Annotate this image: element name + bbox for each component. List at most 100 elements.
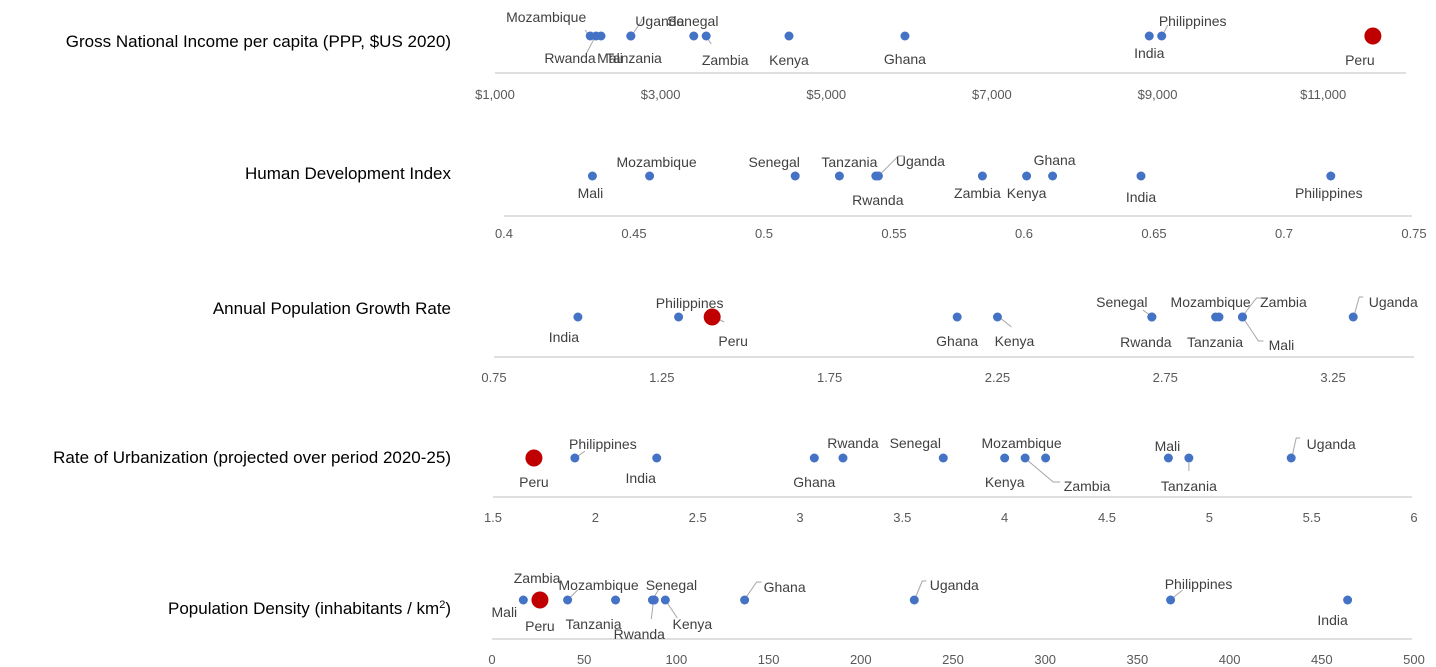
x-tick-label: 0 bbox=[488, 652, 495, 667]
data-point-uganda bbox=[1348, 312, 1358, 322]
x-tick-label: 0.5 bbox=[755, 226, 773, 241]
data-point-philippines bbox=[674, 312, 684, 322]
x-tick-label: $1,000 bbox=[475, 87, 515, 102]
x-tick-label: 2.75 bbox=[1153, 370, 1178, 385]
point-label-rwanda: Rwanda bbox=[544, 50, 596, 66]
data-point-zambia bbox=[701, 31, 711, 41]
chart-panel-1: Gross National Income per capita (PPP, $… bbox=[66, 9, 1406, 102]
point-label-zambia: Zambia bbox=[702, 52, 749, 68]
data-point-mozambique bbox=[1041, 453, 1051, 463]
leader-line bbox=[632, 16, 644, 35]
x-tick-label: 250 bbox=[942, 652, 964, 667]
chart-panel-5: Population Density (inhabitants / km2) 0 5… bbox=[168, 570, 1425, 667]
row-title-text: Gross National Income per capita (PPP, $… bbox=[66, 32, 451, 51]
leader-line bbox=[1001, 318, 1012, 328]
point-label-rwanda: Rwanda bbox=[1120, 334, 1172, 350]
point-label-senegal: Senegal bbox=[667, 13, 718, 29]
leader-line bbox=[745, 581, 762, 599]
point-label-rwanda: Rwanda bbox=[614, 626, 666, 642]
x-tick-label: 0.45 bbox=[621, 226, 646, 241]
leader-line bbox=[666, 602, 678, 619]
data-point-tanzania bbox=[626, 31, 636, 41]
row-title-text: Human Development Index bbox=[245, 164, 452, 183]
leader-line bbox=[1026, 459, 1061, 483]
data-point-zambia bbox=[1020, 453, 1030, 463]
data-point-uganda bbox=[873, 171, 883, 181]
point-label-senegal: Senegal bbox=[1096, 294, 1147, 310]
point-label-rwanda: Rwanda bbox=[827, 435, 879, 451]
data-point-philippines bbox=[570, 453, 580, 463]
leader-line bbox=[569, 589, 578, 599]
point-label-zambia: Zambia bbox=[954, 185, 1001, 201]
row-title-text: Population Density (inhabitants / km bbox=[168, 599, 439, 618]
leader-line bbox=[1353, 296, 1364, 316]
x-tick-label: 0.7 bbox=[1275, 226, 1293, 241]
x-tick-label: 200 bbox=[850, 652, 872, 667]
x-tick-label: $9,000 bbox=[1138, 87, 1178, 102]
data-point-kenya bbox=[992, 312, 1002, 322]
point-label-kenya: Kenya bbox=[672, 616, 712, 632]
data-point-mali bbox=[587, 171, 597, 181]
point-label-peru: Peru bbox=[525, 618, 555, 634]
x-tick-label: $5,000 bbox=[806, 87, 846, 102]
leader-line bbox=[914, 580, 927, 599]
data-point-india bbox=[1343, 595, 1353, 605]
x-tick-label: 100 bbox=[666, 652, 688, 667]
point-label-peru: Peru bbox=[1345, 52, 1375, 68]
point-label-philippines: Philippines bbox=[656, 295, 724, 311]
x-tick-label: 0.75 bbox=[481, 370, 506, 385]
data-point-kenya bbox=[1022, 171, 1032, 181]
data-point-ghana bbox=[952, 312, 962, 322]
point-label-kenya: Kenya bbox=[995, 333, 1035, 349]
data-point-tanzania bbox=[1214, 312, 1224, 322]
data-point-rwanda bbox=[838, 453, 848, 463]
x-tick-label: 0.4 bbox=[495, 226, 513, 241]
data-point-mozambique bbox=[645, 171, 655, 181]
data-point-zambia bbox=[977, 171, 987, 181]
row-title: Annual Population Growth Rate bbox=[213, 299, 451, 318]
data-point-tanzania bbox=[834, 171, 844, 181]
x-tick-label: 0.55 bbox=[881, 226, 906, 241]
data-point-philippines bbox=[1166, 595, 1176, 605]
data-point-india bbox=[1144, 31, 1154, 41]
row-title: Rate of Urbanization (projected over per… bbox=[53, 448, 451, 467]
x-tick-label: 4.5 bbox=[1098, 510, 1116, 525]
point-label-tanzania: Tanzania bbox=[566, 616, 622, 632]
point-label-mali: Mali bbox=[1269, 337, 1295, 353]
data-point-uganda bbox=[1286, 453, 1296, 463]
row-title: Population Density (inhabitants / km2) bbox=[168, 599, 451, 618]
point-label-senegal: Senegal bbox=[749, 154, 800, 170]
x-tick-label: 1.25 bbox=[649, 370, 674, 385]
point-label-mozambique: Mozambique bbox=[1171, 294, 1251, 310]
point-label-uganda: Uganda bbox=[930, 577, 979, 593]
row-title-suffix: ) bbox=[445, 599, 451, 618]
point-label-mozambique: Mozambique bbox=[982, 435, 1062, 451]
x-tick-label: $7,000 bbox=[972, 87, 1012, 102]
x-tick-label: 400 bbox=[1219, 652, 1241, 667]
data-point-senegal bbox=[938, 453, 948, 463]
data-point-mali bbox=[518, 595, 528, 605]
x-tick-label: 0.65 bbox=[1141, 226, 1166, 241]
data-point-kenya bbox=[660, 595, 670, 605]
point-label-india: India bbox=[549, 329, 580, 345]
x-tick-label: 500 bbox=[1403, 652, 1425, 667]
x-tick-label: 1.5 bbox=[484, 510, 502, 525]
point-label-zambia: Zambia bbox=[1064, 478, 1111, 494]
point-label-ghana: Ghana bbox=[936, 333, 978, 349]
point-label-uganda: Uganda bbox=[635, 13, 684, 29]
point-label-rwanda: Rwanda bbox=[852, 192, 904, 208]
chart-panel-4: Rate of Urbanization (projected over per… bbox=[53, 435, 1417, 525]
x-tick-label: 150 bbox=[758, 652, 780, 667]
data-point-ghana bbox=[740, 595, 750, 605]
x-tick-label: $3,000 bbox=[641, 87, 681, 102]
chart-panel-2: Human Development Index 0.4 0.45 0.5 0.55 0.6… bbox=[245, 152, 1427, 241]
point-label-uganda: Uganda bbox=[1307, 436, 1356, 452]
point-label-india: India bbox=[1134, 45, 1165, 61]
x-tick-label: 450 bbox=[1311, 652, 1333, 667]
point-label-mali: Mali bbox=[578, 185, 604, 201]
data-point-philippines bbox=[1326, 171, 1336, 181]
point-label-philippines: Philippines bbox=[1295, 185, 1363, 201]
data-point-philippines bbox=[1157, 31, 1167, 41]
data-point-peru bbox=[525, 449, 543, 467]
data-point-senegal bbox=[689, 31, 699, 41]
